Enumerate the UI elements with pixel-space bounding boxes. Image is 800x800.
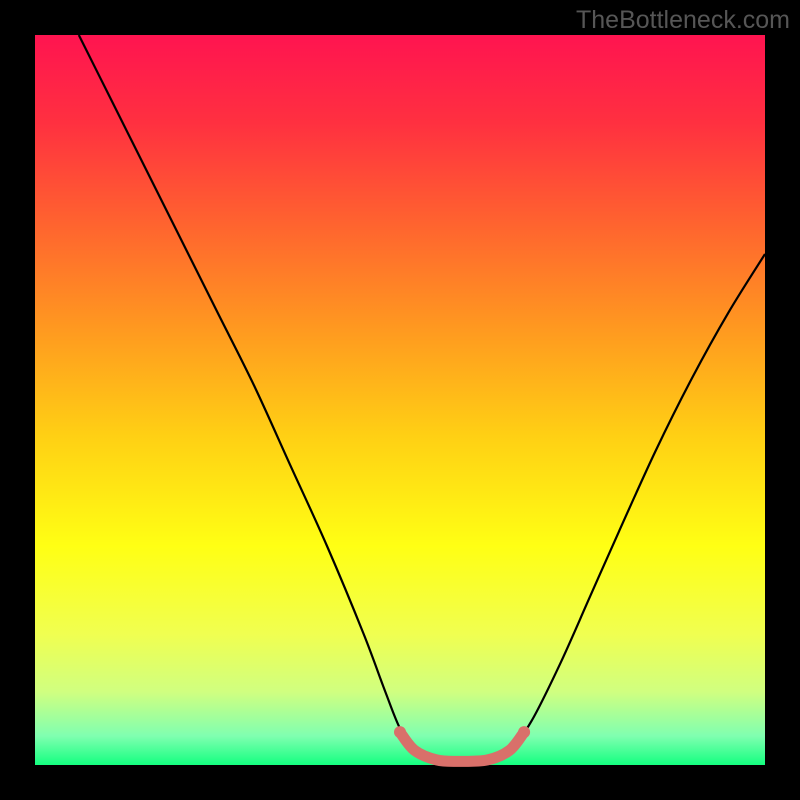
chart-svg	[0, 0, 800, 800]
bottleneck-chart	[0, 0, 800, 800]
watermark-text: TheBottleneck.com	[576, 6, 790, 35]
